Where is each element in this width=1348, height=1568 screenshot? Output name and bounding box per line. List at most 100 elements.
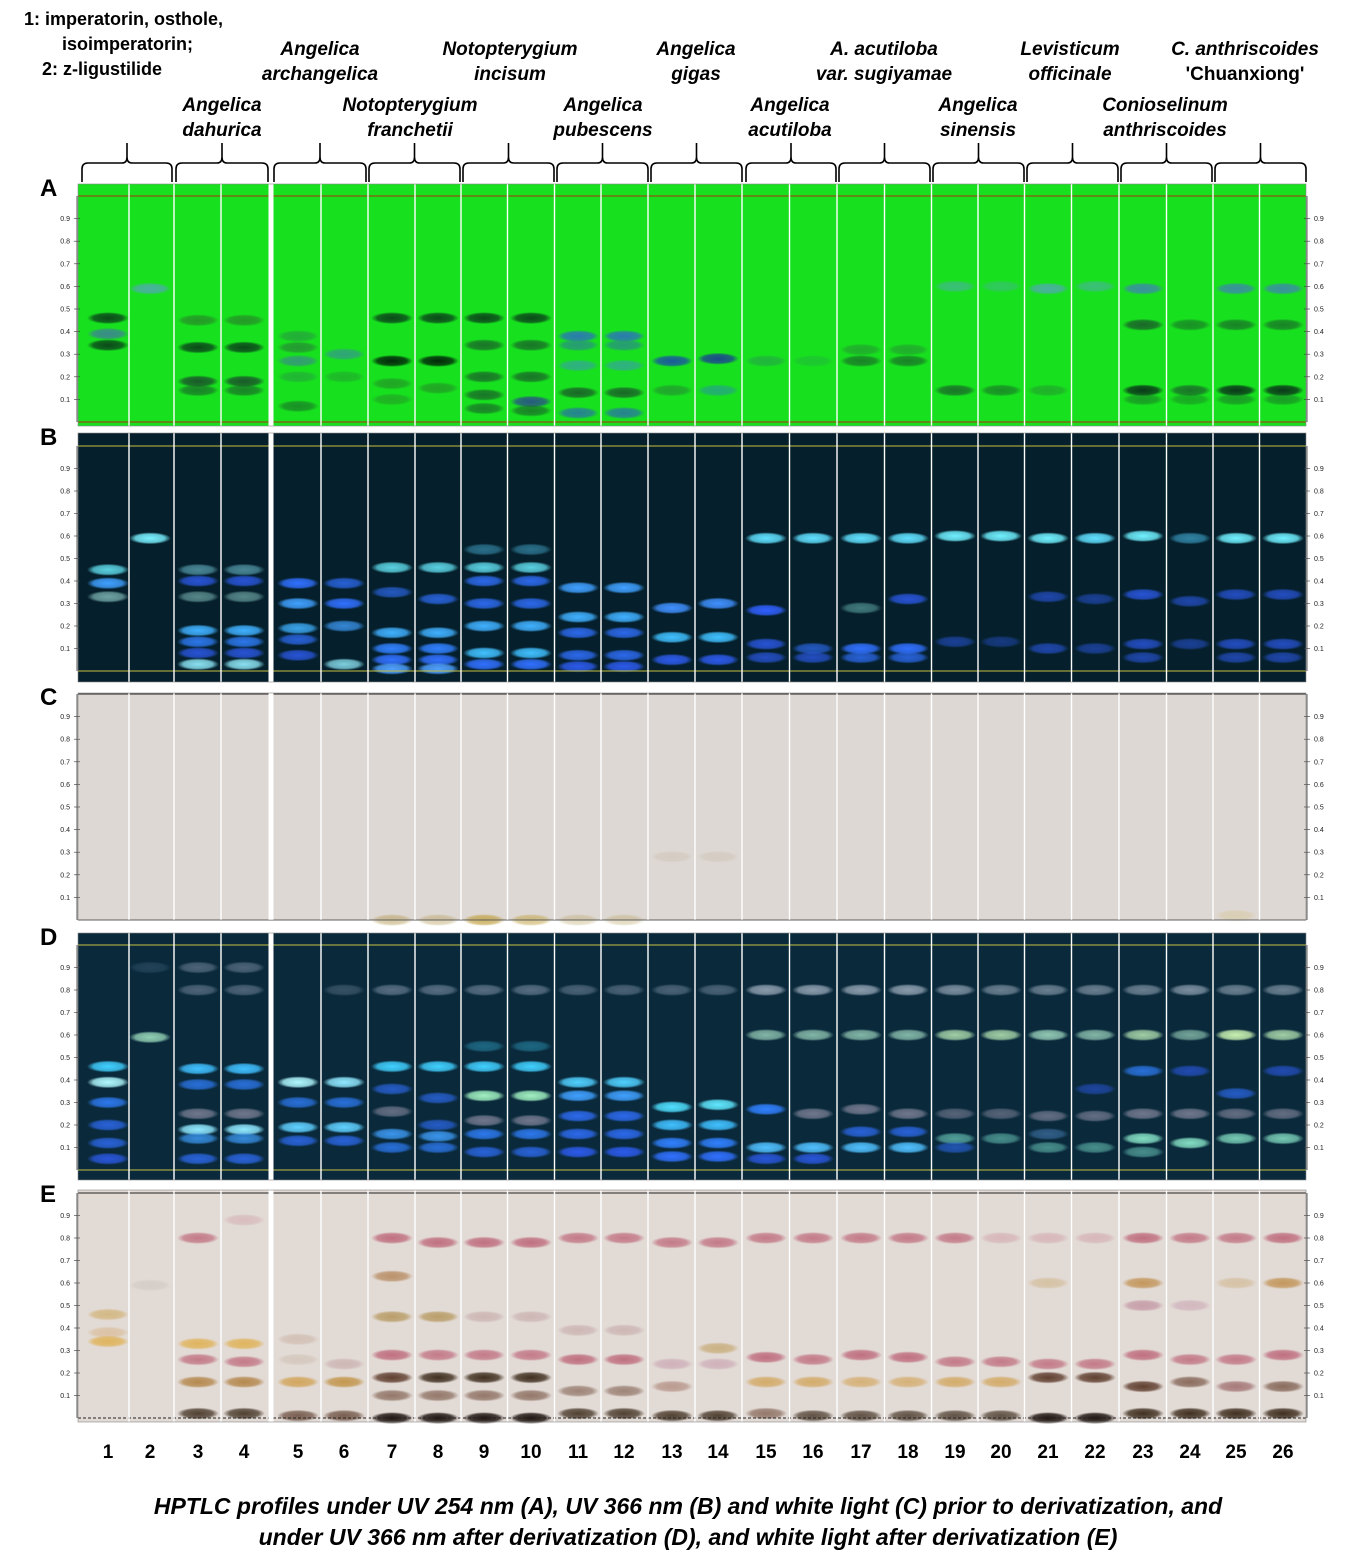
band	[651, 602, 693, 614]
band	[1074, 1232, 1116, 1244]
rf-tick-label: 0.5	[1314, 805, 1324, 812]
band	[1122, 1107, 1164, 1120]
rf-tick-label: 0.5	[1314, 1303, 1324, 1310]
rf-tick-label: 0.9	[60, 714, 70, 721]
band	[557, 406, 599, 419]
lane-number: 3	[193, 1442, 204, 1463]
species-label: C. anthriscoides	[1171, 39, 1319, 60]
band	[223, 1123, 265, 1136]
band	[177, 590, 219, 603]
band	[463, 647, 505, 659]
band	[1262, 1065, 1304, 1077]
rf-tick-label: 0.7	[1314, 759, 1324, 766]
band	[463, 312, 505, 325]
rf-tick-label: 0.9	[1314, 466, 1324, 473]
plate-c: C 0.1 0.2 0.3 0.4 0.5 0.6 0.7 0.8 0.9 0.1 0.2 0.3 0.4…	[40, 684, 1324, 926]
band	[510, 597, 552, 610]
lane-number: 5	[293, 1442, 304, 1463]
band	[745, 1141, 787, 1154]
plate-a: A 0.1 0.2 0.3 0.4 0.5 0.6 0.7 0.8 0.9 0.1 0.2 0.3 0.4…	[40, 175, 1324, 427]
band	[223, 1107, 265, 1120]
band	[510, 658, 552, 671]
band	[277, 1409, 319, 1422]
band	[323, 1376, 365, 1388]
band	[603, 406, 645, 419]
band	[1215, 393, 1257, 406]
band	[557, 626, 599, 639]
rf-tick-label: 0.1	[1314, 1393, 1324, 1400]
rf-tick-label: 0.3	[60, 601, 70, 608]
band	[980, 1132, 1022, 1145]
band	[1262, 318, 1304, 331]
band	[557, 581, 599, 594]
band	[223, 375, 265, 388]
band	[697, 1098, 739, 1111]
band	[371, 626, 413, 639]
band	[603, 1324, 645, 1337]
band	[887, 1232, 929, 1244]
panel-letter: A	[40, 175, 57, 202]
band	[1169, 1376, 1211, 1388]
band	[792, 642, 834, 655]
band	[840, 1103, 882, 1116]
band	[277, 354, 319, 367]
rf-tick-label: 0.3	[1314, 1348, 1324, 1355]
rf-tick-label: 0.6	[60, 284, 70, 291]
band	[745, 984, 787, 996]
band	[557, 1128, 599, 1140]
band	[1027, 984, 1069, 996]
band	[651, 850, 693, 863]
band	[1027, 282, 1069, 295]
rf-tick-label: 0.4	[60, 827, 70, 834]
band	[277, 1376, 319, 1388]
band	[1027, 1128, 1069, 1140]
species-label: franchetii	[367, 120, 453, 141]
band	[223, 984, 265, 996]
species-label: pubescens	[552, 120, 652, 141]
rf-tick-label: 0.9	[1314, 1213, 1324, 1220]
rf-tick-label: 0.2	[1314, 1123, 1324, 1130]
rf-tick-label: 0.4	[60, 329, 70, 336]
rf-tick-label: 0.6	[1314, 1033, 1324, 1040]
rf-tick-label: 0.3	[60, 1348, 70, 1355]
band	[745, 1407, 787, 1420]
band	[1122, 588, 1164, 601]
lane-number: 20	[990, 1442, 1011, 1463]
band	[887, 354, 929, 367]
lane-number: 24	[1179, 1442, 1201, 1463]
rf-tick-label: 0.1	[60, 1145, 70, 1152]
band	[277, 400, 319, 413]
band	[1074, 1371, 1116, 1384]
band	[697, 1236, 739, 1249]
band	[1169, 1137, 1211, 1149]
band	[1027, 1358, 1069, 1370]
band	[371, 1371, 413, 1384]
band	[1122, 651, 1164, 664]
rf-tick-label: 0.6	[60, 534, 70, 541]
band	[840, 1409, 882, 1422]
band	[371, 1060, 413, 1073]
band	[1027, 1110, 1069, 1122]
band	[1122, 1277, 1164, 1289]
band	[463, 597, 505, 610]
rf-tick-label: 0.7	[60, 261, 70, 268]
band	[277, 330, 319, 343]
panel-letter: C	[40, 684, 57, 711]
band	[177, 563, 219, 576]
band	[1215, 1232, 1257, 1244]
band	[1074, 1029, 1116, 1041]
group-brace	[81, 143, 173, 182]
group-braces	[81, 143, 1307, 182]
band	[603, 386, 645, 399]
rf-tick-label: 0.1	[1314, 1145, 1324, 1152]
band	[980, 530, 1022, 542]
band	[510, 647, 552, 659]
band	[840, 602, 882, 614]
band	[1169, 595, 1211, 608]
band	[463, 620, 505, 632]
band	[510, 1371, 552, 1384]
plate-background	[78, 184, 1306, 426]
species-labels: AngelicaarchangelicaNotopterygiumincisum…	[181, 39, 1319, 141]
band	[557, 1146, 599, 1158]
reference-label-line3: 2: z-ligustilide	[42, 59, 162, 79]
